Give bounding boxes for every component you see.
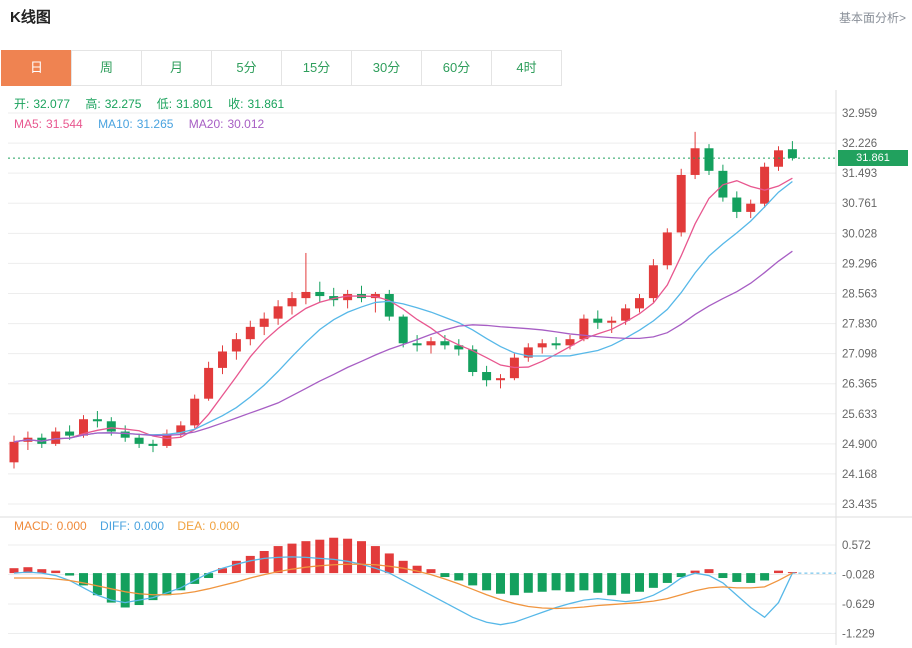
svg-text:32.959: 32.959 bbox=[842, 108, 877, 120]
svg-text:-1.229: -1.229 bbox=[842, 628, 875, 640]
current-price-tag: 31.861 bbox=[838, 150, 908, 166]
interval-tabs: 日周月 5分 15分 30分 60分 4时 bbox=[1, 50, 562, 86]
low-value: 31.801 bbox=[176, 97, 213, 111]
svg-text:30.028: 30.028 bbox=[842, 228, 877, 240]
kline-chart[interactable]: 32.959 32.226 31.493 30.761 30.028 29.296 28.5… bbox=[0, 88, 912, 648]
open-value: 32.077 bbox=[33, 97, 71, 111]
macd-value: 0.000 bbox=[56, 519, 87, 533]
page-title: K线图 bbox=[10, 9, 51, 26]
ma10-value: 31.265 bbox=[136, 117, 174, 131]
fundamental-analysis-link[interactable]: 基本面分析> bbox=[838, 11, 906, 25]
svg-text:-0.629: -0.629 bbox=[842, 599, 875, 611]
open-label: 开: bbox=[14, 97, 30, 111]
svg-text:27.830: 27.830 bbox=[842, 319, 877, 331]
macd-info: MACD: 0.000 DIFF: 0.000 DEA: 0.000 bbox=[14, 519, 243, 533]
low-label: 低: bbox=[156, 97, 173, 111]
high-value: 32.275 bbox=[104, 97, 142, 111]
tab-日[interactable]: 日 bbox=[1, 50, 72, 86]
svg-text:29.296: 29.296 bbox=[842, 258, 877, 270]
close-value: 31.861 bbox=[247, 97, 285, 111]
svg-text:26.365: 26.365 bbox=[842, 379, 877, 391]
svg-text:27.098: 27.098 bbox=[842, 349, 877, 361]
svg-text:25.633: 25.633 bbox=[842, 409, 877, 421]
tab-60分[interactable]: 60分 bbox=[421, 50, 492, 86]
svg-text:30.761: 30.761 bbox=[842, 198, 877, 210]
dea-value: 0.000 bbox=[209, 519, 240, 533]
macd-label: MACD: bbox=[14, 519, 53, 533]
ma-info: MA5: 31.544 MA10: 31.265 MA20: 30.012 bbox=[14, 117, 268, 131]
ma10-label: MA10: bbox=[98, 117, 133, 131]
tab-30分[interactable]: 30分 bbox=[351, 50, 422, 86]
high-label: 高: bbox=[85, 97, 101, 111]
ma20-value: 30.012 bbox=[227, 117, 265, 131]
close-label: 收: bbox=[228, 97, 244, 111]
svg-text:23.435: 23.435 bbox=[842, 499, 877, 511]
dea-label: DEA: bbox=[177, 519, 206, 533]
ma5-value: 31.544 bbox=[46, 117, 83, 131]
svg-text:24.900: 24.900 bbox=[842, 439, 877, 451]
svg-text:0.572: 0.572 bbox=[842, 540, 871, 552]
tab-4时[interactable]: 4时 bbox=[491, 50, 562, 86]
tab-5分[interactable]: 5分 bbox=[211, 50, 282, 86]
diff-label: DIFF: bbox=[100, 519, 131, 533]
diff-value: 0.000 bbox=[134, 519, 165, 533]
ma5-label: MA5: bbox=[14, 117, 43, 131]
ma20-label: MA20: bbox=[188, 117, 224, 131]
svg-text:24.168: 24.168 bbox=[842, 469, 877, 481]
svg-text:31.493: 31.493 bbox=[842, 168, 877, 180]
ohlc-info: 开: 32.077 高: 32.275 低: 31.801 收: 31.861 bbox=[14, 95, 288, 112]
svg-text:28.563: 28.563 bbox=[842, 288, 877, 300]
tab-月[interactable]: 月 bbox=[141, 50, 212, 86]
tab-15分[interactable]: 15分 bbox=[281, 50, 352, 86]
svg-text:32.226: 32.226 bbox=[842, 138, 877, 150]
tab-周[interactable]: 周 bbox=[71, 50, 142, 86]
svg-text:-0.028: -0.028 bbox=[842, 569, 875, 581]
